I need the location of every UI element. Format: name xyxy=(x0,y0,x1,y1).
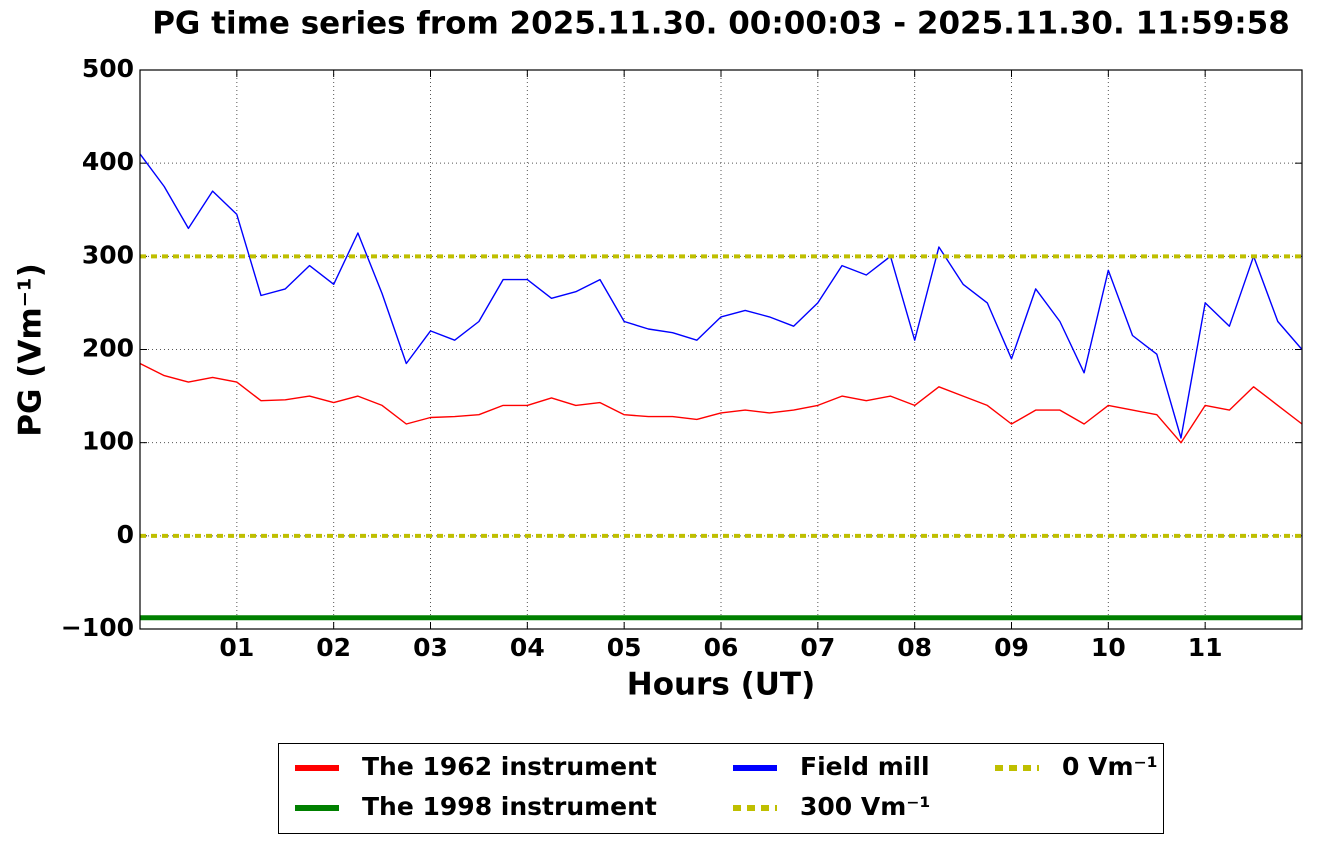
legend-label: 300 Vm⁻¹ xyxy=(800,792,930,821)
x-tick-label: 09 xyxy=(994,633,1029,662)
x-tick-label: 06 xyxy=(704,633,739,662)
x-tick-label: 04 xyxy=(510,633,545,662)
legend-box xyxy=(278,743,1164,834)
plot-frame xyxy=(139,69,1303,630)
x-tick-label: 08 xyxy=(897,633,932,662)
x-tick-label: 01 xyxy=(219,633,254,662)
x-tick-label: 07 xyxy=(800,633,835,662)
y-tick-label: 400 xyxy=(82,147,134,176)
series-line xyxy=(139,362,1303,444)
x-tick-label: 11 xyxy=(1188,633,1223,662)
y-tick-label: 0 xyxy=(117,520,134,549)
x-tick-label: 02 xyxy=(316,633,351,662)
legend-label: Field mill xyxy=(800,752,930,781)
y-tick-label: 500 xyxy=(82,54,134,83)
y-axis-label: PG (Vm⁻¹) xyxy=(13,263,49,437)
y-tick-label: −100 xyxy=(61,613,134,642)
y-tick-label: 200 xyxy=(82,334,134,363)
x-tick-label: 10 xyxy=(1091,633,1126,662)
x-tick-label: 03 xyxy=(413,633,448,662)
y-tick-label: 100 xyxy=(82,427,134,456)
legend-label: 0 Vm⁻¹ xyxy=(1062,752,1158,781)
x-tick-label: 05 xyxy=(607,633,642,662)
series-line xyxy=(139,153,1303,439)
x-axis-label: Hours (UT) xyxy=(627,667,816,703)
chart-title: PG time series from 2025.11.30. 00:00:03… xyxy=(152,6,1290,42)
y-tick-label: 300 xyxy=(82,240,134,269)
legend-label: The 1962 instrument xyxy=(362,752,657,781)
legend-label: The 1998 instrument xyxy=(362,792,657,821)
